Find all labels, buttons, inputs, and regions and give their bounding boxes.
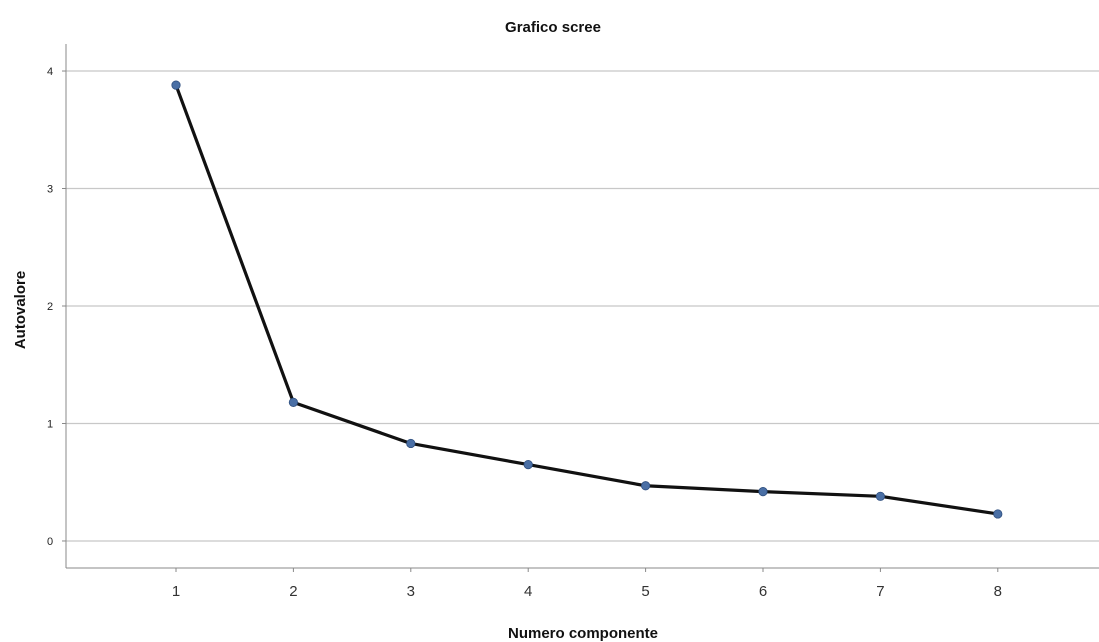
data-point xyxy=(523,460,533,470)
y-tick-label: 4 xyxy=(47,66,53,78)
gridlines xyxy=(66,70,1099,542)
x-tick-label: 7 xyxy=(876,583,884,600)
chart-title: Grafico scree xyxy=(505,19,601,36)
x-tick-label: 1 xyxy=(172,583,180,600)
x-tick-label: 2 xyxy=(289,583,297,600)
x-tick-label: 8 xyxy=(994,583,1002,600)
x-tick-label: 6 xyxy=(759,583,767,600)
data-point xyxy=(288,397,298,407)
y-tick-label: 0 xyxy=(47,536,53,548)
data-point xyxy=(875,491,886,501)
y-axis-label: Autovalore xyxy=(12,271,29,349)
data-point xyxy=(758,487,768,497)
data-point xyxy=(406,438,416,449)
y-tick-label: 2 xyxy=(47,301,53,313)
x-axis-ticks: 1 2 3 4 5 6 7 8 xyxy=(172,568,1002,600)
y-axis-ticks: 0 1 2 3 4 xyxy=(47,66,66,548)
x-tick-label: 5 xyxy=(641,583,649,600)
data-point xyxy=(993,509,1003,519)
series-line xyxy=(174,83,1000,516)
x-axis-label: Numero componente xyxy=(508,625,658,642)
x-tick-label: 3 xyxy=(407,583,415,600)
x-tick-label: 4 xyxy=(524,583,532,600)
data-point xyxy=(640,481,651,491)
data-point xyxy=(171,80,181,90)
y-tick-label: 3 xyxy=(47,184,53,196)
data-points xyxy=(171,80,1003,519)
y-tick-label: 1 xyxy=(47,418,53,430)
